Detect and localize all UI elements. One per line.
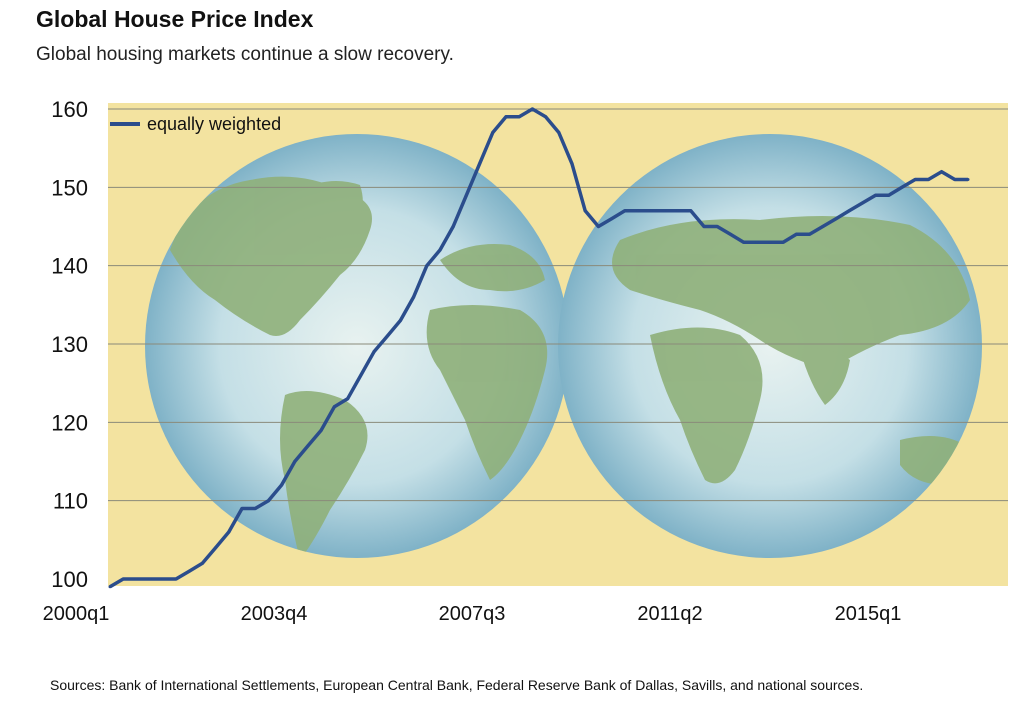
data-point — [319, 428, 323, 432]
data-point — [425, 264, 429, 268]
series-layer — [108, 107, 970, 589]
data-point — [306, 444, 310, 448]
data-point — [240, 507, 244, 510]
data-point — [108, 585, 112, 589]
data-point — [649, 209, 653, 213]
land-europe-left — [440, 244, 545, 292]
data-point — [702, 225, 706, 228]
x-tick-label: 2011q2 — [637, 603, 702, 625]
x-tick-label: 2003q4 — [241, 603, 308, 625]
data-point — [662, 209, 666, 213]
data-point — [464, 193, 468, 197]
y-tick-label: 140 — [51, 254, 88, 279]
data-point — [161, 577, 165, 581]
data-point — [860, 201, 864, 205]
land-africa-right — [650, 327, 763, 484]
data-point — [121, 577, 125, 581]
data-point — [227, 530, 231, 534]
data-point — [940, 170, 944, 174]
data-point — [266, 499, 270, 503]
data-point — [214, 546, 218, 550]
data-point — [742, 240, 746, 244]
y-tick-label: 160 — [51, 97, 88, 122]
data-point — [808, 232, 812, 236]
data-point — [583, 209, 587, 213]
x-tick-label: 2007q3 — [439, 603, 506, 625]
land-europe-asia — [612, 216, 970, 370]
data-point — [887, 193, 891, 197]
data-point — [491, 131, 495, 134]
data-point — [438, 248, 442, 252]
data-point — [715, 225, 719, 228]
data-point — [557, 131, 561, 134]
data-point — [728, 232, 732, 236]
data-point — [794, 232, 798, 236]
x-tick-label: 2015q1 — [835, 603, 902, 625]
data-point — [280, 483, 284, 487]
series-line-equally-weighted — [109, 107, 968, 589]
data-point — [517, 115, 521, 119]
grid-lines — [108, 108, 1008, 502]
chart-title: Global House Price Index — [36, 6, 314, 32]
data-point — [504, 115, 508, 119]
data-point — [966, 178, 970, 181]
legend: equally weighted — [110, 114, 281, 134]
legend-label: equally weighted — [147, 114, 281, 134]
data-point — [385, 334, 389, 338]
data-point — [148, 577, 152, 581]
chart-subtitle: Global housing markets continue a slow r… — [36, 44, 454, 65]
y-tick-label: 150 — [51, 175, 88, 200]
y-tick-label: 120 — [51, 410, 88, 435]
source-note: Sources: Bank of International Settlemen… — [50, 677, 864, 693]
x-axis: 2000q1 2003q4 2007q3 2011q2 2015q1 — [43, 603, 902, 625]
data-point — [834, 217, 838, 221]
data-point — [874, 193, 878, 197]
data-point — [676, 209, 680, 213]
data-point — [398, 319, 402, 322]
data-point — [913, 178, 917, 181]
data-point — [953, 178, 957, 181]
data-point — [636, 209, 640, 213]
data-point — [134, 577, 138, 581]
data-point — [768, 240, 772, 244]
data-point — [359, 373, 363, 377]
data-point — [610, 217, 614, 221]
land-india — [800, 348, 850, 405]
data-point — [900, 185, 904, 189]
land-south-america — [280, 391, 368, 558]
data-point — [821, 225, 825, 228]
data-point — [570, 162, 574, 166]
data-point — [623, 209, 627, 213]
data-point — [544, 115, 548, 119]
data-point — [253, 507, 257, 510]
data-point — [200, 561, 204, 565]
y-tick-label: 130 — [51, 332, 88, 357]
globe-decoration — [145, 134, 982, 558]
land-africa-left — [426, 305, 548, 480]
data-point — [332, 405, 336, 409]
y-tick-label: 100 — [51, 567, 88, 592]
data-point — [412, 295, 416, 299]
data-point — [451, 225, 455, 228]
data-point — [755, 240, 759, 244]
data-point — [187, 569, 191, 573]
data-point — [689, 209, 693, 213]
data-point — [293, 460, 297, 463]
data-point — [781, 240, 785, 244]
y-axis: 100 110 120 130 140 150 160 — [51, 97, 88, 592]
y-tick-label: 110 — [53, 489, 88, 514]
data-point — [478, 162, 482, 166]
data-point — [530, 107, 534, 111]
data-point — [847, 209, 851, 213]
data-point — [926, 178, 930, 181]
data-point — [346, 397, 350, 401]
land-greenland — [300, 181, 363, 241]
data-point — [174, 577, 178, 581]
data-point — [372, 350, 376, 354]
x-tick-label: 2000q1 — [43, 603, 110, 625]
data-point — [596, 225, 600, 228]
